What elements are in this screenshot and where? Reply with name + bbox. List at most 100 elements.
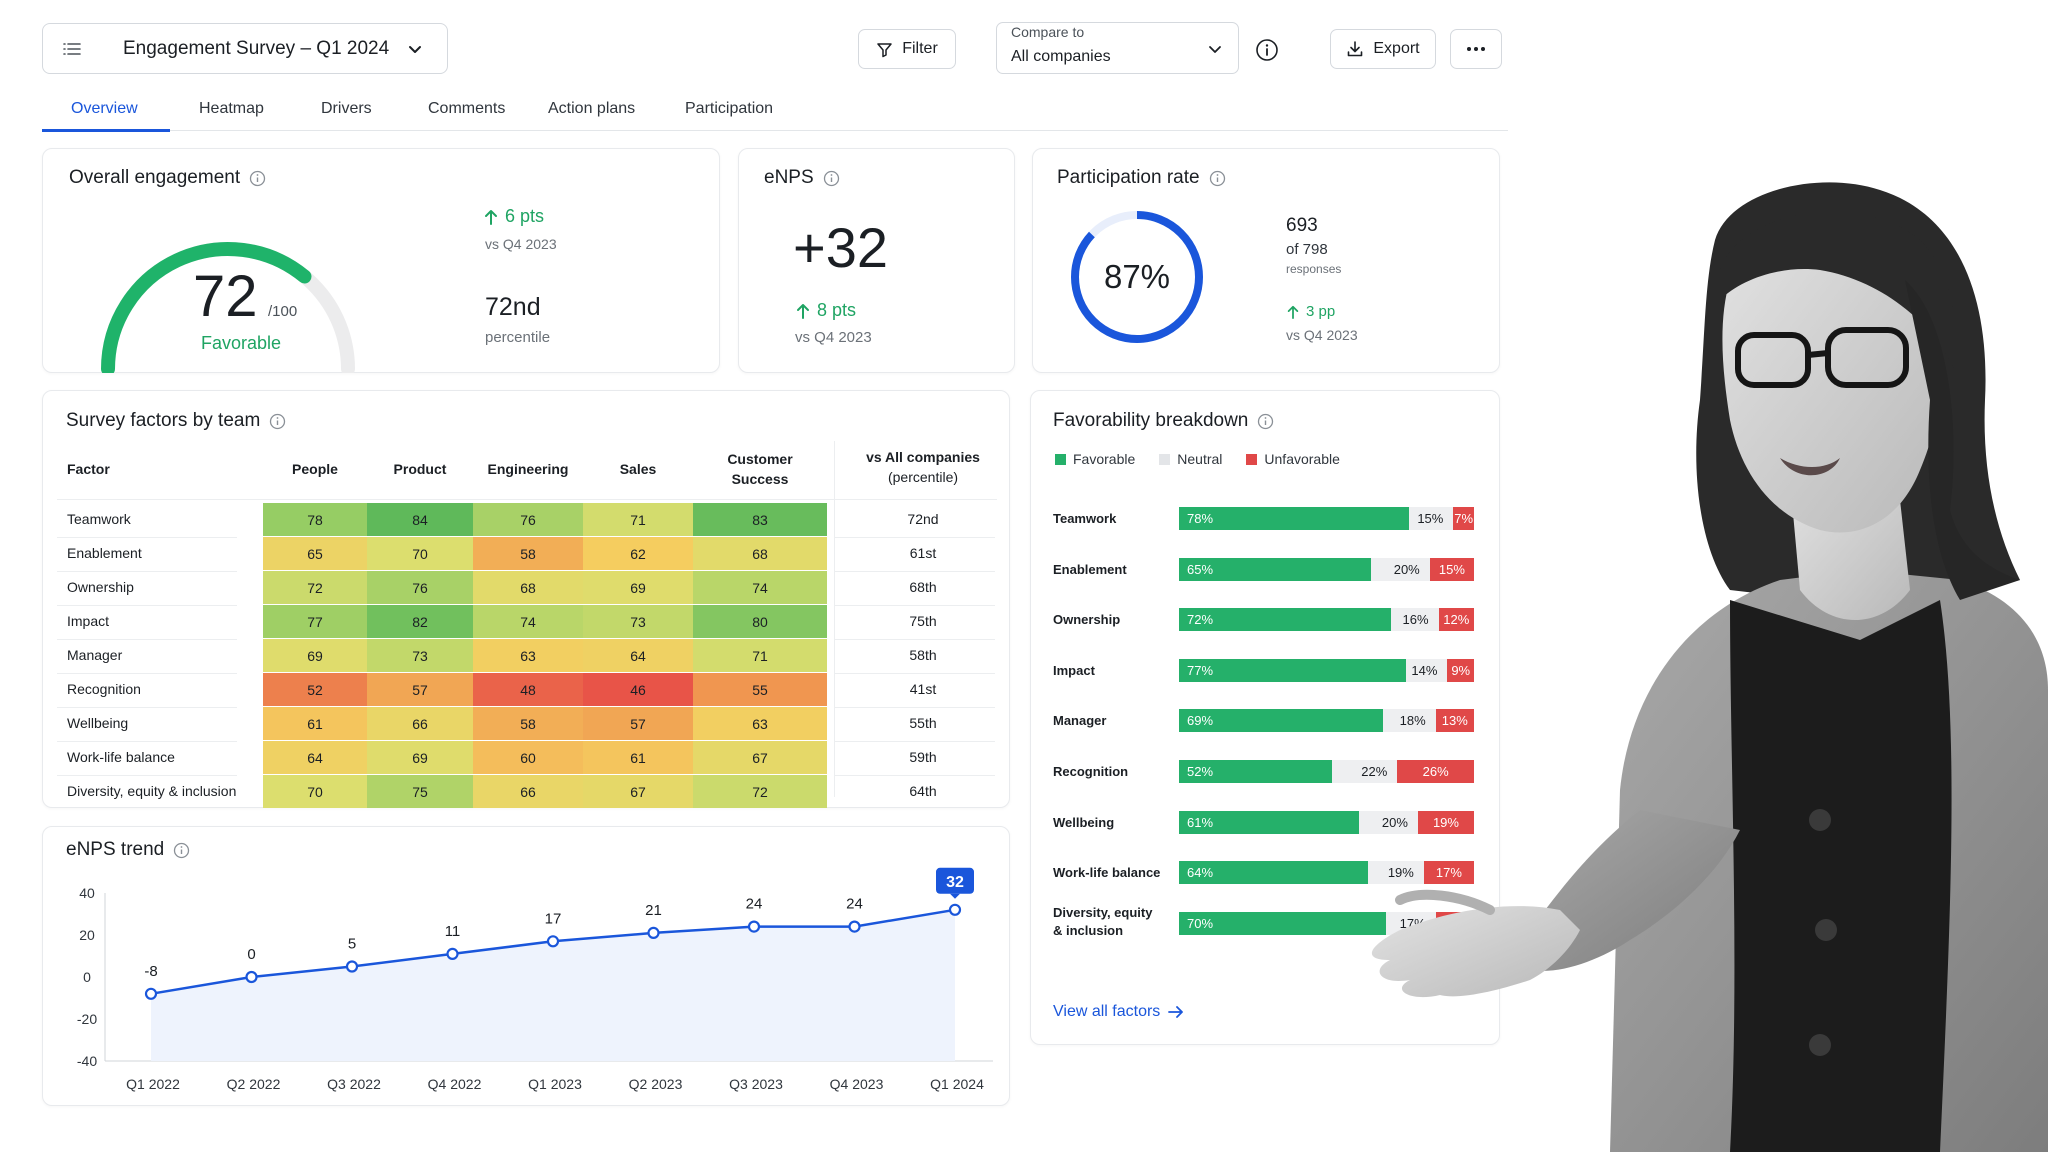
heatmap-cell[interactable]: 77 — [263, 605, 367, 638]
info-icon[interactable] — [1257, 413, 1274, 430]
x-tick-label: Q1 2023 — [528, 1076, 582, 1092]
trend-point[interactable] — [144, 987, 158, 1000]
heatmap-cell[interactable]: 83 — [693, 503, 827, 536]
trend-point[interactable] — [848, 920, 861, 933]
survey-title: Engagement Survey – Q1 2024 — [123, 37, 390, 59]
enps-trend-card: eNPS trend 40 20 0 -20 -40 -8 Q1 2022 0 Q2 2022 5… — [42, 826, 1010, 1106]
heatmap-cell[interactable]: 52 — [263, 673, 367, 706]
heatmap-cell[interactable]: 61 — [583, 741, 693, 774]
factor-column-header: Factor — [67, 461, 110, 477]
trend-point[interactable] — [446, 947, 459, 961]
favorability-bar[interactable]: 77% 14% 9% — [1179, 658, 1474, 682]
heatmap-cell[interactable]: 82 — [367, 605, 473, 638]
heatmap-cell[interactable]: 64 — [583, 639, 693, 672]
heatmap-cell[interactable]: 55 — [693, 673, 827, 706]
heatmap-cell[interactable]: 48 — [473, 673, 583, 706]
heatmap-cell[interactable]: 74 — [473, 605, 583, 638]
trend-point[interactable] — [747, 920, 761, 933]
favorability-bar[interactable]: 69% 18% 13% — [1179, 709, 1474, 733]
heatmap-cell[interactable]: 76 — [367, 571, 473, 604]
heatmap-cell[interactable]: 63 — [693, 707, 827, 740]
favorability-bar[interactable]: 65% 20% 15% — [1179, 557, 1474, 581]
heatmap-cell[interactable]: 69 — [263, 639, 367, 672]
heatmap-cell[interactable]: 57 — [583, 707, 693, 740]
export-button[interactable]: Export — [1330, 29, 1436, 69]
tab-drivers[interactable]: Drivers — [321, 100, 372, 117]
participation-of-total: of 798 — [1286, 241, 1328, 258]
trend-point[interactable] — [546, 935, 560, 948]
tab-action-plans[interactable]: Action plans — [548, 100, 636, 117]
heatmap-cell[interactable]: 61 — [263, 707, 367, 740]
heatmap-cell[interactable]: 68 — [473, 571, 583, 604]
heatmap-cell[interactable]: 72 — [693, 775, 827, 808]
participation-rate: 87% — [1103, 258, 1171, 295]
heatmap-cell[interactable]: 65 — [263, 537, 367, 570]
heatmap-cell[interactable]: 84 — [367, 503, 473, 536]
survey-selector[interactable]: Engagement Survey – Q1 2024 — [42, 23, 448, 74]
heatmap-cell[interactable]: 70 — [263, 775, 367, 808]
trend-point[interactable] — [948, 903, 962, 916]
heatmap-cell[interactable]: 76 — [473, 503, 583, 536]
heatmap-cell[interactable]: 60 — [473, 741, 583, 774]
heatmap-cell[interactable]: 73 — [367, 639, 473, 672]
info-icon[interactable] — [173, 842, 190, 859]
info-icon[interactable] — [1255, 38, 1279, 62]
heatmap-cell[interactable]: 80 — [693, 605, 827, 638]
favorability-bar[interactable]: 78% 15% 7% — [1179, 507, 1474, 530]
heatmap-cell[interactable]: 71 — [693, 639, 827, 672]
heatmap-cell[interactable]: 57 — [367, 673, 473, 706]
info-icon[interactable] — [269, 413, 286, 430]
info-icon[interactable] — [1209, 170, 1226, 187]
heatmap-cell[interactable]: 73 — [583, 605, 693, 638]
favorability-bar[interactable]: 52% 22% 26% — [1179, 760, 1474, 783]
filter-button[interactable]: Filter — [858, 29, 956, 69]
heatmap-cell[interactable]: 69 — [367, 741, 473, 774]
heatmap-cell[interactable]: 70 — [367, 537, 473, 570]
heatmap-cell[interactable]: 71 — [583, 503, 693, 536]
tab-heatmap[interactable]: Heatmap — [199, 100, 264, 117]
neutral-segment: 15% — [1409, 507, 1454, 530]
heatmap-cell[interactable]: 58 — [473, 707, 583, 740]
favorability-row-label: Enablement — [1053, 561, 1127, 577]
x-tick-label: Q1 2024 — [930, 1076, 984, 1092]
favorability-bar[interactable]: 61% 20% 19% — [1179, 810, 1474, 834]
heatmap-percentile: 72nd — [907, 511, 939, 527]
heatmap-cell[interactable]: 67 — [693, 741, 827, 774]
heatmap-cell[interactable]: 68 — [693, 537, 827, 570]
heatmap-cell[interactable]: 75 — [367, 775, 473, 808]
info-icon[interactable] — [823, 170, 840, 187]
row-divider — [835, 605, 995, 606]
heatmap-cell[interactable]: 66 — [473, 775, 583, 808]
compare-to-select[interactable]: Compare to All companies — [996, 22, 1239, 74]
heatmap-cell[interactable]: 78 — [263, 503, 367, 536]
info-icon[interactable] — [249, 170, 266, 187]
trend-point[interactable] — [245, 970, 258, 984]
tab-overview[interactable]: Overview — [71, 100, 138, 117]
participation-delta-sub: vs Q4 2023 — [1286, 327, 1358, 343]
heatmap-cell[interactable]: 46 — [583, 673, 693, 706]
heatmap-cell[interactable]: 63 — [473, 639, 583, 672]
more-options-button[interactable] — [1450, 29, 1502, 69]
trend-point[interactable] — [345, 960, 359, 973]
favorability-bar[interactable]: 72% 16% 12% — [1179, 608, 1474, 632]
tab-comments[interactable]: Comments — [428, 100, 506, 117]
favorable-segment: 64% — [1179, 861, 1368, 885]
engagement-gauge — [101, 242, 355, 373]
heatmap-cell[interactable]: 62 — [583, 537, 693, 570]
view-all-factors-link[interactable]: View all factors — [1053, 1003, 1184, 1021]
heatmap-cell[interactable]: 64 — [263, 741, 367, 774]
heatmap-cell[interactable]: 58 — [473, 537, 583, 570]
heatmap-cell[interactable]: 72 — [263, 571, 367, 604]
highlight-badge-pointer — [950, 893, 960, 899]
heatmap-cell[interactable]: 67 — [583, 775, 693, 808]
heatmap-cell[interactable]: 66 — [367, 707, 473, 740]
trend-point[interactable] — [647, 926, 660, 940]
tab-participation[interactable]: Participation — [685, 100, 774, 117]
chevron-down-icon — [409, 45, 421, 53]
favorability-bar[interactable]: 64% 19% 17% — [1179, 861, 1474, 885]
neutral-segment: 18% — [1382, 709, 1436, 733]
heatmap-cell[interactable]: 74 — [693, 571, 827, 604]
list-menu-icon — [63, 42, 81, 55]
enps-delta: 8 pts — [795, 300, 856, 321]
heatmap-cell[interactable]: 69 — [583, 571, 693, 604]
